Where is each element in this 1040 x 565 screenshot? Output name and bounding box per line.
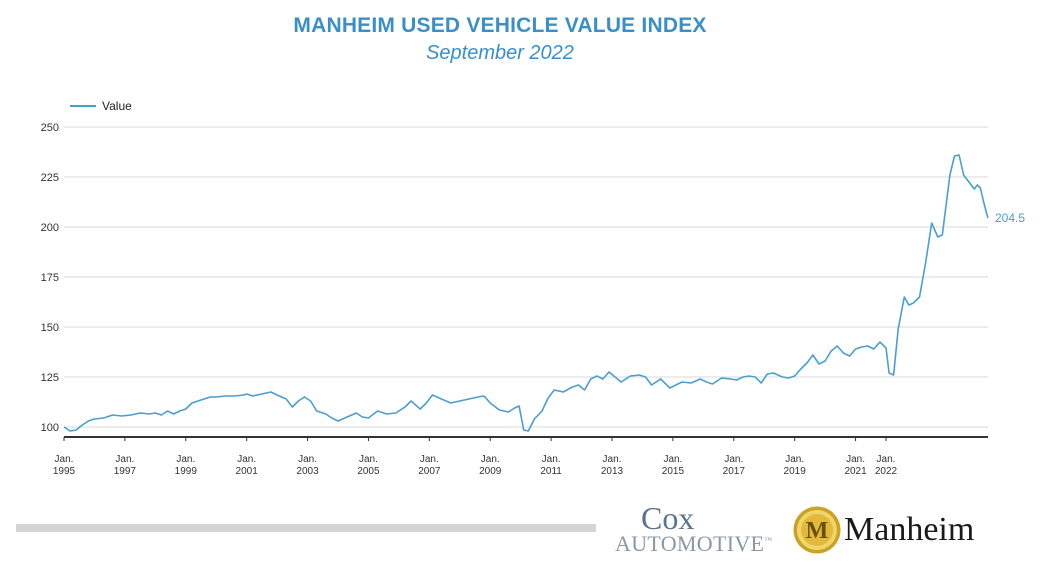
automotive-text: AUTOMOTIVE [615, 531, 765, 556]
x-tick-label-month-2013: Jan. [603, 454, 622, 465]
x-tick-label-month-2019: Jan. [785, 454, 804, 465]
x-tick-label-month-2017: Jan. [724, 454, 743, 465]
y-tick-label-150: 150 [41, 322, 59, 334]
y-tick-label-225: 225 [41, 172, 59, 184]
x-tick-label-year-2019: 2019 [784, 466, 807, 477]
y-tick-label-200: 200 [41, 222, 59, 234]
x-tick-label-year-2013: 2013 [601, 466, 624, 477]
x-tick-label-month-2021: Jan. [846, 454, 865, 465]
trademark-mark: ™ [764, 535, 773, 545]
footer-divider [16, 524, 596, 532]
manheim-emblem-letter: M [806, 518, 829, 544]
y-tick-label-100: 100 [41, 422, 59, 434]
x-tick-label-month-2001: Jan. [237, 454, 256, 465]
chart-subtitle: September 2022 [426, 42, 574, 64]
x-tick-label-year-2015: 2015 [662, 466, 685, 477]
x-tick-label-year-2011: 2011 [540, 466, 562, 477]
x-tick-label-year-2007: 2007 [418, 466, 441, 477]
manheim-wordmark: Manheim [844, 511, 975, 548]
x-tick-label-month-1997: Jan. [115, 454, 134, 465]
x-tick-label-year-1997: 1997 [114, 466, 137, 477]
x-tick-label-month-1999: Jan. [176, 454, 195, 465]
line-chart: 100125150175200225250Jan.1995Jan.1997Jan… [41, 99, 1026, 477]
chart-title: MANHEIM USED VEHICLE VALUE INDEX [293, 14, 707, 37]
x-tick-label-year-1999: 1999 [175, 466, 198, 477]
cox-automotive-logo: Cox AUTOMOTIVE™ [615, 502, 790, 560]
cox-logo-word: Cox [641, 500, 695, 536]
x-tick-label-month-2005: Jan. [359, 454, 378, 465]
x-tick-label-year-2005: 2005 [357, 466, 380, 477]
y-tick-label-250: 250 [41, 122, 59, 134]
x-tick-label-month-1995: Jan. [55, 454, 74, 465]
end-value-label: 204.5 [995, 211, 1025, 225]
x-tick-label-year-2021: 2021 [844, 466, 867, 477]
automotive-logo-word: AUTOMOTIVE™ [615, 531, 772, 557]
x-tick-label-year-2022: 2022 [875, 466, 898, 477]
x-tick-label-year-2009: 2009 [479, 466, 502, 477]
series-line-value [63, 154, 989, 432]
x-tick-label-year-2017: 2017 [723, 466, 746, 477]
x-tick-label-month-2003: Jan. [298, 454, 317, 465]
x-tick-label-year-1995: 1995 [53, 466, 76, 477]
x-tick-label-month-2011: Jan. [542, 454, 561, 465]
x-tick-label-month-2009: Jan. [481, 454, 500, 465]
x-tick-label-year-2001: 2001 [236, 466, 259, 477]
x-tick-label-year-2003: 2003 [296, 466, 319, 477]
y-tick-label-175: 175 [41, 272, 59, 284]
manheim-emblem-icon: M [793, 506, 841, 554]
manheim-logo: M Manheim [792, 505, 992, 557]
y-tick-label-125: 125 [41, 372, 59, 384]
x-tick-label-month-2007: Jan. [420, 454, 439, 465]
x-tick-label-month-2022: Jan. [877, 454, 896, 465]
x-tick-label-month-2015: Jan. [663, 454, 682, 465]
legend-label-value: Value [102, 99, 132, 113]
